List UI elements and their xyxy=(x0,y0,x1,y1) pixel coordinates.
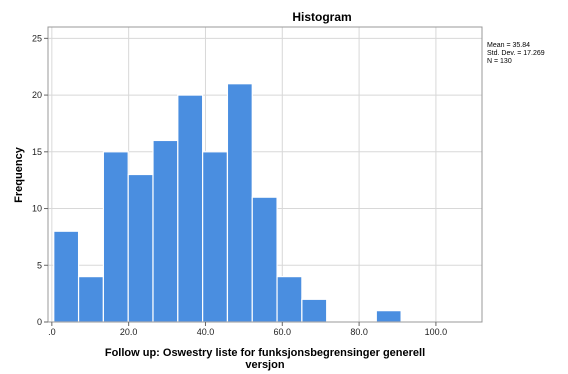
bars xyxy=(53,83,402,323)
stats-mean: Mean = 35.84 xyxy=(487,42,530,49)
chart-title: Histogram xyxy=(292,10,351,24)
histogram-bar xyxy=(152,139,179,323)
histogram-bar xyxy=(53,230,80,323)
y-tick-labels: 0 5 10 15 20 25 xyxy=(32,33,42,327)
x-tick-labels: .0 20.0 40.0 60.0 80.0 100.0 xyxy=(48,327,447,337)
histogram-bar xyxy=(127,173,154,323)
axes xyxy=(44,26,483,326)
histogram-bar xyxy=(276,276,303,323)
histogram-bar xyxy=(102,151,129,323)
y-tick-label: 5 xyxy=(37,260,42,270)
stats-std-dev: Std. Dev. = 17.269 xyxy=(487,50,545,57)
histogram-bar xyxy=(301,298,328,323)
x-tick-label: 40.0 xyxy=(197,327,215,337)
histogram-bar xyxy=(77,276,104,323)
histogram-bar xyxy=(202,151,229,323)
histogram-bar xyxy=(226,83,253,323)
stats-n: N = 130 xyxy=(487,58,512,65)
y-tick-label: 0 xyxy=(37,317,42,327)
x-tick-label: 80.0 xyxy=(350,327,368,337)
x-tick-label: 20.0 xyxy=(120,327,138,337)
x-tick-label: 60.0 xyxy=(274,327,292,337)
x-tick-label: .0 xyxy=(48,327,56,337)
y-tick-label: 10 xyxy=(32,204,42,214)
histogram-bar xyxy=(251,196,278,323)
y-axis-title: Frequency xyxy=(13,146,25,203)
plot-frame xyxy=(47,26,483,323)
histogram-bar xyxy=(177,94,204,323)
x-axis-title-line-1: Follow up: Oswestry liste for funksjonsb… xyxy=(105,347,425,359)
x-tick-label: 100.0 xyxy=(425,327,448,337)
y-tick-label: 25 xyxy=(32,33,42,43)
y-tick-label: 15 xyxy=(32,147,42,157)
x-axis-title-line-2: versjon xyxy=(245,359,284,371)
y-tick-label: 20 xyxy=(32,90,42,100)
histogram-bar xyxy=(375,310,402,323)
